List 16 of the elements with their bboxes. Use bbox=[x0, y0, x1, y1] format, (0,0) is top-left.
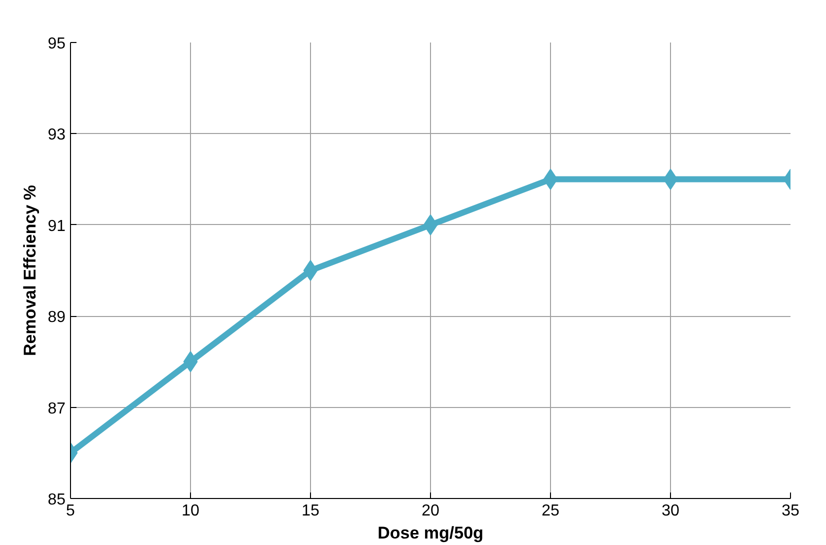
y-axis-title: Removal Effciency % bbox=[20, 184, 40, 356]
x-tick-label: 10 bbox=[182, 502, 200, 520]
y-tick-label: 85 bbox=[48, 492, 66, 508]
y-tick-label: 95 bbox=[48, 36, 66, 52]
point bbox=[303, 260, 318, 281]
x-tick-label: 15 bbox=[302, 502, 320, 520]
x-tick-label: 25 bbox=[542, 502, 560, 520]
x-tick-label: 30 bbox=[662, 502, 680, 520]
y-tick-label: 93 bbox=[48, 126, 66, 144]
x-tick-label: 5 bbox=[66, 502, 76, 520]
x-tick-label: 35 bbox=[782, 502, 800, 520]
y-tick-label: 91 bbox=[48, 218, 66, 235]
y-tick-label: 89 bbox=[48, 309, 66, 326]
x-tick-label: 20 bbox=[422, 502, 440, 520]
x-axis-title: Dose mg/50g bbox=[378, 524, 484, 542]
y-tick-label: 87 bbox=[48, 400, 66, 418]
